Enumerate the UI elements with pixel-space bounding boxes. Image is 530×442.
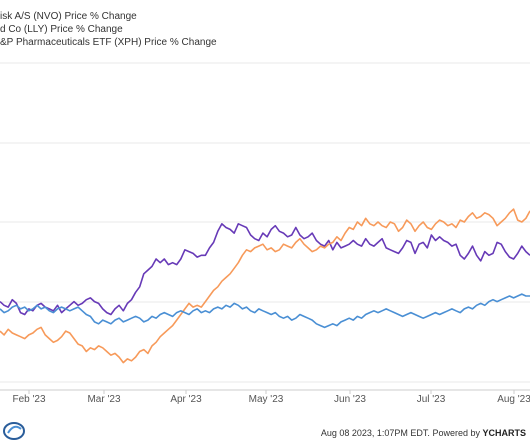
series-line-1 xyxy=(0,208,530,364)
gridlines xyxy=(0,62,530,391)
x-tick-label: Mar '23 xyxy=(87,394,120,405)
x-tick-label: Apr '23 xyxy=(170,394,202,405)
legend-entry-xph: &P Pharmaceuticals ETF (XPH) Price % Cha… xyxy=(0,37,217,48)
x-tick-label: Jul '23 xyxy=(417,394,446,405)
legend-entry-lly: d Co (LLY) Price % Change xyxy=(0,24,123,35)
timestamp: Aug 08 2023, 1:07PM EDT. xyxy=(320,428,430,438)
x-tick-label: Aug '23 xyxy=(497,394,530,405)
x-tick-label: May '23 xyxy=(249,394,284,405)
footer: Aug 08 2023, 1:07PM EDT. Powered by YCHA… xyxy=(321,428,526,438)
series-line-0 xyxy=(0,223,530,316)
legend: isk A/S (NVO) Price % Change d Co (LLY) … xyxy=(0,10,217,49)
powered-by: Powered by xyxy=(432,428,480,438)
legend-entry-nvo: isk A/S (NVO) Price % Change xyxy=(0,11,137,22)
ycharts-logo-icon xyxy=(3,422,25,440)
x-tick-label: Feb '23 xyxy=(12,394,45,405)
brand-name[interactable]: YCHARTS xyxy=(482,428,526,438)
series-lines xyxy=(0,208,530,364)
x-tick-label: Jun '23 xyxy=(334,394,366,405)
x-axis-ticks: Feb '23 Mar '23 Apr '23 May '23 Jun '23 Jul '… xyxy=(12,390,530,405)
series-line-2 xyxy=(0,293,530,329)
